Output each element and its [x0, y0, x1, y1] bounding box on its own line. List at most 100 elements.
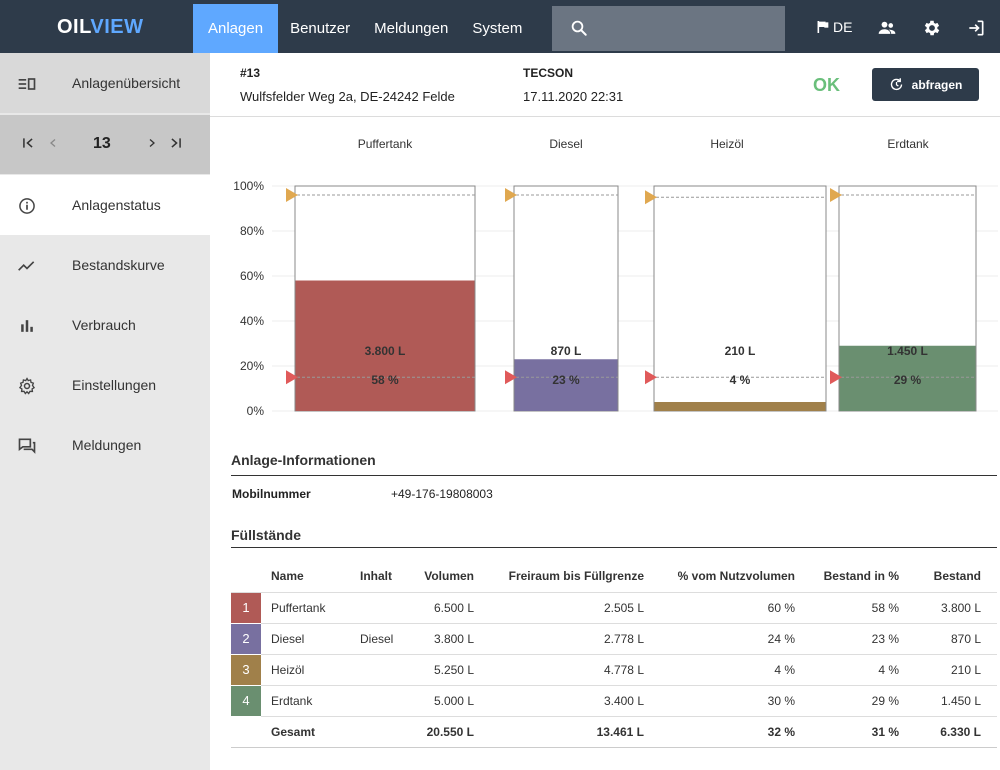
- current-tank-number: 13: [93, 135, 111, 152]
- tank-usable-volume: 60 %: [660, 592, 811, 624]
- mobile-label: Mobilnummer: [232, 487, 311, 501]
- volume-data-label: 210 L: [725, 344, 756, 358]
- tank-stock-percent: 4 %: [811, 654, 915, 686]
- y-tick-label: 80%: [240, 224, 264, 238]
- logout-icon[interactable]: [966, 18, 986, 38]
- upper-limit-marker: [286, 188, 298, 202]
- tank-volume: 5.000 L: [410, 685, 490, 717]
- upper-limit-marker: [645, 190, 657, 205]
- first-page-icon[interactable]: [21, 136, 35, 153]
- category-label: Puffertank: [358, 137, 413, 151]
- tank-volume: 3.800 L: [410, 623, 490, 655]
- tank-content: [350, 592, 410, 624]
- nav-anlagen[interactable]: Anlagen: [193, 4, 279, 53]
- sidebar-item-meldungen[interactable]: Meldungen: [0, 415, 210, 475]
- sidebar-item-bestandskurve[interactable]: Bestandskurve: [0, 235, 210, 295]
- main-nav: Anlagen Benutzer Meldungen System: [193, 4, 534, 53]
- sidebar-item-label: Verbrauch: [72, 317, 136, 333]
- gear-icon: [18, 377, 36, 395]
- next-page-icon[interactable]: [146, 136, 158, 153]
- column-header-stock-percent: Bestand in %: [811, 560, 915, 593]
- nav-system[interactable]: System: [472, 20, 523, 37]
- upper-limit-marker: [830, 188, 842, 202]
- tank-name: Heizöl: [261, 654, 350, 686]
- table-row[interactable]: 2 Diesel Diesel 3.800 L 2.778 L 24 % 23 % 870 L: [231, 623, 997, 655]
- nav-benutzer[interactable]: Benutzer: [290, 20, 351, 37]
- volume-data-label: 870 L: [551, 344, 582, 358]
- tank-stock-percent: 58 %: [811, 592, 915, 624]
- sidebar-item-label: Bestandskurve: [72, 257, 165, 273]
- tank-content: Diesel: [350, 623, 410, 655]
- sidebar-item-overview[interactable]: Anlagenübersicht: [0, 53, 210, 113]
- top-bar: OILVIEW Anlagen Benutzer Meldungen Syste…: [0, 0, 1000, 53]
- table-header-row: Name Inhalt Volumen Freiraum bis Füllgre…: [231, 560, 997, 593]
- tank-pager: 13: [0, 115, 210, 174]
- percent-data-label: 23 %: [552, 373, 580, 387]
- language-selector[interactable]: DE: [815, 19, 852, 35]
- table-row[interactable]: 1 Puffertank 6.500 L 2.505 L 60 % 58 % 3.800 L: [231, 592, 997, 624]
- tank-level-chart: 0% 20% 40% 60% 80% 100% Puffertank 3.800 L 58 % D…: [233, 137, 998, 418]
- nav-meldungen[interactable]: Meldungen: [374, 20, 449, 37]
- users-icon[interactable]: [877, 18, 897, 38]
- column-header-stock: Bestand: [915, 560, 997, 593]
- sidebar-item-anlagenstatus[interactable]: Anlagenstatus: [0, 175, 210, 235]
- previous-page-icon[interactable]: [47, 136, 59, 153]
- column-header-number: [231, 560, 261, 593]
- trend-icon: [18, 261, 35, 271]
- y-tick-label: 60%: [240, 269, 264, 283]
- sidebar-item-verbrauch[interactable]: Verbrauch: [0, 295, 210, 355]
- tank-usable-volume: 4 %: [660, 654, 811, 686]
- tank-number-badge: 3: [231, 654, 261, 686]
- total-stock-percent: 31 %: [811, 716, 915, 748]
- table-row[interactable]: 4 Erdtank 5.000 L 3.400 L 30 % 29 % 1.450 L: [231, 685, 997, 717]
- volume-data-label: 3.800 L: [365, 344, 406, 358]
- info-icon: [19, 198, 35, 214]
- tank-free-space: 3.400 L: [490, 685, 660, 717]
- category-label: Erdtank: [887, 137, 929, 151]
- category-label: Heizöl: [710, 137, 743, 151]
- info-section-divider: [231, 475, 997, 476]
- refresh-icon: [890, 78, 902, 91]
- sidebar-item-label: Anlagenübersicht: [72, 75, 181, 91]
- list-icon: [18, 78, 36, 90]
- sidebar-item-einstellungen[interactable]: Einstellungen: [0, 355, 210, 415]
- tank-number-badge: 1: [231, 592, 261, 624]
- total-empty: [231, 716, 261, 748]
- column-header-free-space: Freiraum bis Füllgrenze: [490, 560, 660, 593]
- tank-volume: 6.500 L: [410, 592, 490, 624]
- sidebar-item-label: Einstellungen: [72, 377, 157, 393]
- column-header-content: Inhalt: [350, 560, 410, 593]
- query-button-label: abfragen: [911, 77, 963, 92]
- bar-chart-icon: [21, 320, 33, 332]
- tank-volume: 5.250 L: [410, 654, 490, 686]
- settings-gear-icon[interactable]: [922, 18, 942, 38]
- total-label: Gesamt: [261, 716, 350, 748]
- device-brand: TECSON: [523, 66, 574, 80]
- levels-section-divider: [231, 547, 997, 548]
- tank-free-space: 2.505 L: [490, 592, 660, 624]
- info-section-title: Anlage-Informationen: [231, 452, 376, 468]
- column-header-usable-volume: % vom Nutzvolumen: [660, 560, 811, 593]
- percent-data-label: 29 %: [894, 373, 922, 387]
- sidebar-item-label: Anlagenstatus: [72, 197, 161, 213]
- tank-fill-bar: [654, 402, 826, 411]
- search-input[interactable]: [552, 6, 785, 51]
- query-button[interactable]: abfragen: [872, 68, 979, 101]
- app-logo[interactable]: OILVIEW: [57, 16, 143, 39]
- tank-usable-volume: 30 %: [660, 685, 811, 717]
- lower-limit-marker: [645, 370, 657, 385]
- tank-content: [350, 685, 410, 717]
- installation-id: #13: [240, 66, 261, 80]
- status-badge: OK: [813, 75, 840, 95]
- y-tick-label: 20%: [240, 359, 264, 373]
- tank-number-badge: 2: [231, 623, 261, 655]
- tank-fill-bar: [295, 280, 475, 411]
- y-tick-label: 40%: [240, 314, 264, 328]
- sidebar-item-label: Meldungen: [72, 437, 142, 453]
- flag-icon: [817, 21, 829, 33]
- last-update-datetime: 17.11.2020 22:31: [523, 89, 624, 104]
- last-page-icon[interactable]: [169, 136, 183, 153]
- lower-limit-marker: [286, 370, 298, 385]
- tank-name: Diesel: [261, 623, 350, 655]
